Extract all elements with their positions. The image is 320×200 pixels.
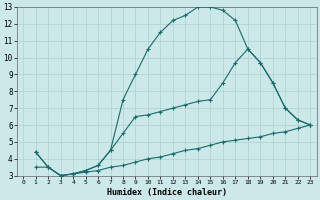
X-axis label: Humidex (Indice chaleur): Humidex (Indice chaleur) [107,188,227,197]
